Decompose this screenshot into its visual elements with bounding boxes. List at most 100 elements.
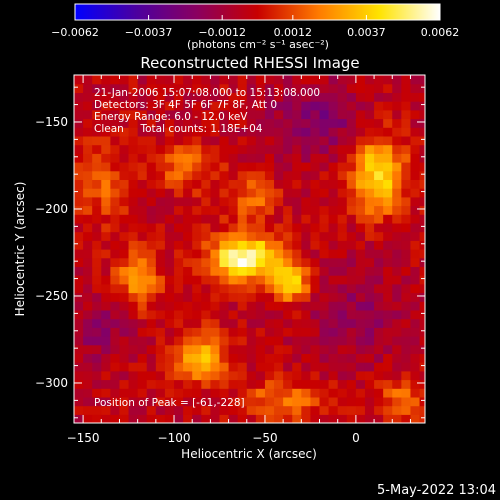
heatmap-cell	[155, 414, 166, 423]
heatmap-cell	[174, 135, 184, 146]
heatmap-cell	[228, 222, 239, 233]
heatmap-cell	[101, 135, 111, 146]
heatmap-cell	[355, 292, 366, 302]
heatmap-cell	[155, 83, 166, 93]
heatmap-cell	[219, 396, 230, 407]
heatmap-cell	[237, 83, 248, 93]
heatmap-cell	[346, 188, 357, 198]
heatmap-cell	[383, 222, 393, 233]
heatmap-cell	[74, 309, 84, 320]
heatmap-cell	[164, 109, 175, 120]
heatmap-cell	[192, 109, 202, 120]
heatmap-cell	[292, 301, 302, 311]
heatmap-cell	[201, 336, 211, 346]
heatmap-cell	[328, 327, 339, 337]
heatmap-cell	[210, 309, 221, 320]
heatmap-cell	[219, 170, 230, 180]
heatmap-cell	[355, 205, 366, 215]
heatmap-cell	[164, 127, 175, 137]
heatmap-cell	[310, 231, 321, 241]
heatmap-cell	[255, 205, 266, 215]
heatmap-cell	[110, 240, 121, 250]
heatmap-cell	[374, 318, 384, 328]
heatmap-cell	[74, 388, 84, 398]
heatmap-cell	[219, 240, 230, 250]
heatmap-cell	[128, 266, 139, 276]
heatmap-cell	[319, 362, 330, 372]
heatmap-cell	[101, 179, 111, 189]
heatmap-cell	[110, 153, 121, 163]
heatmap-cell	[246, 283, 257, 294]
heatmap-cell	[346, 414, 357, 423]
heatmap-cell	[101, 127, 111, 137]
heatmap-cell	[119, 362, 130, 372]
heatmap-cell	[237, 309, 248, 320]
heatmap-cell	[337, 240, 348, 250]
heatmap-cell	[283, 257, 293, 267]
heatmap-cell	[355, 75, 366, 85]
heatmap-cell	[292, 127, 302, 137]
heatmap-cell	[374, 214, 384, 224]
heatmap-cell	[346, 153, 357, 163]
heatmap-cell	[219, 101, 230, 111]
heatmap-cell	[410, 153, 421, 163]
heatmap-cell	[401, 292, 412, 302]
heatmap-cell	[174, 266, 184, 276]
heatmap-cell	[328, 75, 339, 85]
heatmap-cell	[101, 231, 111, 241]
heatmap-cell	[174, 370, 184, 381]
heatmap-cell	[246, 144, 257, 154]
heatmap-cell	[155, 170, 166, 180]
heatmap-cell	[346, 101, 357, 111]
heatmap-cell	[174, 405, 184, 415]
heatmap-cell	[74, 414, 84, 423]
heatmap-cell	[274, 179, 284, 189]
heatmap-cell	[83, 388, 93, 398]
heatmap-cell	[264, 196, 275, 207]
heatmap-cell	[328, 292, 339, 302]
heatmap-cell	[210, 327, 221, 337]
heatmap-cell	[319, 388, 330, 398]
heatmap-cell	[264, 301, 275, 311]
heatmap-cell	[192, 101, 202, 111]
heatmap-cell	[183, 92, 193, 102]
heatmap-cell	[101, 309, 111, 320]
heatmap-cell	[401, 344, 412, 354]
heatmap-cell	[255, 309, 266, 320]
heatmap-cell	[183, 153, 193, 163]
heatmap-cell	[74, 336, 84, 346]
heatmap-cell	[128, 336, 139, 346]
heatmap-cell	[346, 240, 357, 250]
heatmap-cell	[319, 222, 330, 233]
heatmap-cell	[337, 127, 348, 137]
heatmap-cell	[119, 301, 130, 311]
heatmap-cell	[355, 405, 366, 415]
heatmap-cell	[92, 153, 102, 163]
heatmap-cell	[274, 275, 284, 285]
heatmap-cell	[174, 283, 184, 294]
heatmap-cell	[292, 170, 302, 180]
heatmap-cell	[174, 344, 184, 354]
heatmap-cell	[319, 188, 330, 198]
heatmap-cell	[410, 414, 421, 423]
heatmap-cell	[392, 92, 402, 102]
heatmap-cell	[264, 283, 275, 294]
y-tick-label: −250	[35, 289, 68, 303]
heatmap-cell	[328, 405, 339, 415]
heatmap-cell	[383, 109, 393, 120]
heatmap-cell	[310, 301, 321, 311]
heatmap-cell	[146, 249, 157, 259]
heatmap-cell	[246, 135, 257, 146]
heatmap-cell	[328, 144, 339, 154]
heatmap-cell	[183, 327, 193, 337]
heatmap-cell	[310, 405, 321, 415]
heatmap-cell	[128, 309, 139, 320]
heatmap-cell	[310, 396, 321, 407]
heatmap-cell	[164, 101, 175, 111]
heatmap-cell	[92, 249, 102, 259]
heatmap-cell	[183, 283, 193, 294]
heatmap-cell	[155, 362, 166, 372]
heatmap-cell	[174, 101, 184, 111]
heatmap-cell	[92, 118, 102, 128]
heatmap-cell	[410, 327, 421, 337]
